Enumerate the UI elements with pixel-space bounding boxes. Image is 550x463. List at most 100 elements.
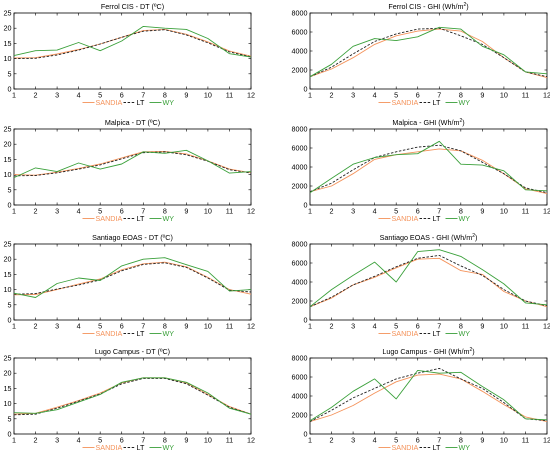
x-tick-label: 5	[394, 207, 398, 216]
legend-label-wy: WY	[459, 98, 471, 107]
x-tick-label: 9	[184, 91, 188, 100]
plot-frame	[309, 128, 548, 206]
legend-label-lt: LT	[433, 98, 441, 107]
x-tick-label: 11	[226, 207, 233, 216]
y-tick-label: 25	[4, 240, 12, 249]
chart-panel-8: Lugo Campus - GHI (Wh/m2) 0 2000 4000 6000 80…	[292, 347, 550, 452]
x-tick-label: 10	[500, 207, 508, 216]
legend-label-lt: LT	[137, 329, 145, 338]
x-tick-label: 4	[77, 436, 81, 445]
x-tick-label: 2	[330, 207, 334, 216]
series-line-lt	[309, 367, 548, 422]
x-tick-label: 2	[34, 322, 38, 331]
x-tick-label: 7	[141, 91, 145, 100]
y-tick-label: 6000	[292, 259, 308, 268]
x-tick-label: 12	[247, 91, 255, 100]
x-tick-label: 12	[247, 207, 255, 216]
x-tick-label: 8	[163, 322, 167, 331]
x-tick-label: 4	[373, 436, 377, 445]
legend-label-sandia: SANDIA	[392, 443, 419, 452]
x-tick-label: 2	[34, 91, 38, 100]
legend-label-sandia: SANDIA	[96, 443, 123, 452]
x-tick-label: 8	[163, 207, 167, 216]
x-tick-label: 6	[416, 322, 420, 331]
y-tick-label: 15	[4, 270, 12, 279]
legend-label-wy: WY	[163, 443, 175, 452]
chart-title: Malpica - DT (ºC)	[105, 118, 160, 127]
y-tick-label: 5	[8, 414, 12, 423]
legend-label-lt: LT	[433, 214, 441, 223]
x-tick-label: 8	[459, 436, 463, 445]
series-line-wy	[309, 369, 548, 422]
y-tick-label: 0	[8, 430, 12, 439]
y-tick-label: 0	[304, 316, 308, 325]
x-tick-label: 5	[98, 91, 102, 100]
plot-frame	[13, 12, 252, 90]
x-tick-label: 11	[226, 91, 233, 100]
x-tick-label: 2	[330, 436, 334, 445]
x-tick-label: 10	[500, 322, 508, 331]
series-line-sandia	[13, 151, 252, 176]
x-tick-label: 4	[373, 207, 377, 216]
y-tick-label: 2000	[292, 66, 308, 75]
x-tick-label: 3	[351, 322, 355, 331]
x-tick-label: 5	[98, 436, 102, 445]
x-tick-label: 7	[437, 436, 441, 445]
title-superscript: 2	[469, 347, 472, 353]
series-line-wy	[309, 140, 548, 194]
legend-label-lt: LT	[137, 98, 145, 107]
legend-label-sandia: SANDIA	[96, 98, 123, 107]
x-tick-label: 2	[330, 322, 334, 331]
x-tick-label: 3	[55, 436, 59, 445]
legend-label-lt: LT	[137, 443, 145, 452]
x-tick-label: 6	[120, 436, 124, 445]
x-tick-label: 3	[351, 207, 355, 216]
x-tick-label: 12	[543, 436, 550, 445]
x-tick-label: 6	[120, 91, 124, 100]
plot-frame	[13, 243, 252, 321]
x-tick-label: 6	[416, 436, 420, 445]
x-tick-label: 10	[500, 436, 508, 445]
x-tick-label: 8	[459, 91, 463, 100]
legend-label-wy: WY	[163, 329, 175, 338]
series-line-sandia	[13, 377, 252, 415]
x-tick-label: 11	[522, 322, 529, 331]
x-tick-label: 7	[437, 91, 441, 100]
x-tick-label: 9	[480, 207, 484, 216]
y-tick-label: 10	[4, 399, 12, 408]
y-tick-label: 4000	[292, 163, 308, 172]
x-tick-label: 5	[98, 207, 102, 216]
y-tick-label: 8000	[292, 240, 308, 249]
series-line-sandia	[309, 28, 548, 79]
x-tick-label: 1	[12, 207, 16, 216]
series-line-wy	[309, 249, 548, 308]
y-tick-label: 2000	[292, 411, 308, 420]
y-tick-label: 5	[8, 69, 12, 78]
x-tick-label: 7	[437, 207, 441, 216]
x-tick-label: 10	[500, 91, 508, 100]
y-tick-label: 4000	[292, 47, 308, 56]
x-tick-label: 4	[77, 91, 81, 100]
y-tick-label: 20	[4, 369, 12, 378]
legend-label-lt: LT	[433, 443, 441, 452]
legend-label-wy: WY	[459, 443, 471, 452]
x-tick-label: 6	[120, 322, 124, 331]
x-tick-label: 4	[77, 207, 81, 216]
y-tick-label: 20	[4, 24, 12, 33]
y-tick-label: 2000	[292, 182, 308, 191]
legend-label-wy: WY	[459, 329, 471, 338]
y-tick-label: 25	[4, 9, 12, 18]
x-tick-label: 9	[480, 322, 484, 331]
series-line-wy	[13, 149, 252, 179]
x-tick-label: 1	[308, 322, 312, 331]
x-tick-label: 6	[120, 207, 124, 216]
y-tick-label: 6000	[292, 28, 308, 37]
y-tick-label: 0	[8, 201, 12, 210]
x-tick-label: 11	[226, 322, 233, 331]
legend-label-sandia: SANDIA	[392, 98, 419, 107]
x-tick-label: 5	[394, 436, 398, 445]
x-tick-label: 4	[77, 322, 81, 331]
